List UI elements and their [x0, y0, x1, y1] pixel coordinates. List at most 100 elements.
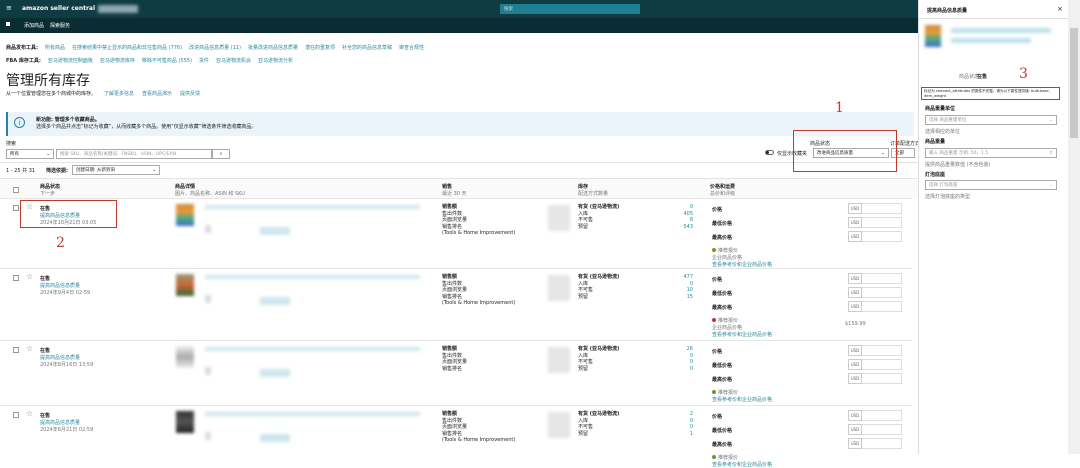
price-input[interactable]: USD: [848, 410, 902, 421]
price-input[interactable]: USD: [848, 217, 902, 228]
search-input[interactable]: 搜索: [500, 4, 640, 14]
price-input[interactable]: USD: [848, 359, 902, 370]
reference-price-link[interactable]: 查看参考价和企业商品价格: [712, 332, 773, 338]
info-banner: i 新功能: 管理多个收藏商品。 选择多个商品并点击“标记为收藏”，从而收藏多个…: [6, 112, 914, 136]
price-input[interactable]: USD: [848, 287, 902, 298]
tool-link[interactable]: 亚马逊物流机会: [215, 58, 251, 64]
tool-link[interactable]: 在搜索结果中禁止显示的商品和非在售商品 (776): [72, 45, 183, 51]
col-price[interactable]: 价格和运费 总价和评级: [710, 183, 735, 197]
row-checkbox[interactable]: [13, 412, 19, 418]
hamburger-icon[interactable]: ≡: [6, 4, 12, 12]
weight-unit-select[interactable]: 选择 商品重量单位 ⌄: [925, 115, 1057, 125]
star-icon[interactable]: ☆: [26, 344, 34, 353]
inventory-value[interactable]: 0: [689, 417, 693, 424]
product-title-link[interactable]: [205, 412, 420, 416]
close-icon[interactable]: ×: [1057, 5, 1063, 13]
tool-link[interactable]: 审查合规性: [398, 45, 424, 51]
price-input[interactable]: USD: [848, 345, 902, 356]
product-image[interactable]: [176, 346, 194, 368]
sort-select[interactable]: 创建日期: 从新到旧 ⌄: [72, 165, 160, 175]
inventory-search-input[interactable]: 搜索 SKU、商品名称/关键词、FNSKU、ASIN、UPC/EAN: [56, 149, 212, 159]
product-title-link[interactable]: [205, 205, 420, 209]
price-input[interactable]: USD: [848, 373, 902, 384]
tool-link[interactable]: 潜在的重复项: [304, 45, 335, 51]
product-image[interactable]: [176, 204, 194, 226]
select-all-checkbox[interactable]: [13, 187, 19, 193]
tool-link[interactable]: 亚马逊物流控制面板: [47, 58, 93, 64]
currency-label: USD: [848, 438, 862, 449]
scrollbar-thumb[interactable]: [1070, 28, 1078, 138]
logo[interactable]: amazon seller central: [22, 5, 96, 12]
price-input[interactable]: USD: [848, 203, 902, 214]
star-icon[interactable]: ☆: [26, 409, 34, 418]
row-checkbox[interactable]: [13, 275, 19, 281]
inventory-value[interactable]: 543: [683, 223, 693, 230]
category: (Tools & Home Improvement): [442, 437, 516, 443]
inventory-value[interactable]: 477: [683, 274, 693, 280]
feedback-link[interactable]: 提供反馈: [180, 91, 201, 97]
search-scope-select[interactable]: 所有 ⌄: [6, 149, 54, 159]
search-button[interactable]: ⌕: [212, 149, 230, 159]
inventory-value[interactable]: 2: [689, 411, 693, 417]
inventory-value[interactable]: 26: [686, 346, 693, 352]
col-inventory[interactable]: 库存 配送方式数量: [578, 183, 608, 197]
sales-block: 销售额 售出件数 页面浏览量 销售排名 (Tools & Home Improv…: [442, 411, 515, 444]
reference-price-link[interactable]: 查看参考价和企业商品价格: [712, 397, 773, 403]
improve-listing-link[interactable]: 提高商品信息质量: [40, 355, 81, 361]
inventory-value[interactable]: 0: [689, 359, 693, 365]
inventory-value[interactable]: 15: [686, 293, 693, 300]
panel-scrollbar[interactable]: [1068, 0, 1080, 454]
inventory-value[interactable]: 0: [689, 352, 693, 359]
star-icon[interactable]: ☆: [26, 202, 34, 211]
tool-link[interactable]: 改进商品信息质量 (11): [189, 45, 241, 51]
favorites-toggle[interactable]: [765, 150, 774, 155]
tool-link[interactable]: 亚马逊物流库存: [99, 58, 135, 64]
reference-price-link[interactable]: 查看参考价和企业商品价格: [712, 262, 773, 268]
inventory-value[interactable]: 0: [689, 365, 693, 372]
improve-listing-link[interactable]: 提高商品信息质量: [40, 420, 81, 426]
nav-add-product[interactable]: 添加商品: [24, 23, 45, 29]
tool-link[interactable]: 移除不可售商品 (555): [141, 58, 192, 64]
status-filter-select[interactable]: 改进商品信息质量 ⌄: [813, 148, 889, 158]
tool-link[interactable]: 货件: [198, 58, 209, 64]
learn-more-link[interactable]: 了解更多信息: [104, 91, 135, 97]
row-checkbox[interactable]: [13, 347, 19, 353]
tool-link[interactable]: 所有商品: [45, 45, 66, 51]
tool-link[interactable]: 批量改进商品信息质量: [247, 45, 298, 51]
col-sales[interactable]: 销售 最近 30 天: [442, 183, 467, 197]
product-image[interactable]: [176, 274, 194, 296]
improve-listing-link[interactable]: 提高商品信息质量: [40, 283, 81, 289]
inventory-value[interactable]: 0: [689, 204, 693, 210]
fulfillment-filter-select[interactable]: 全部: [891, 148, 915, 158]
product-title-link[interactable]: [205, 347, 420, 351]
price-input[interactable]: USD: [848, 231, 902, 242]
row-checkbox[interactable]: [13, 205, 19, 211]
inventory-value[interactable]: 0: [689, 424, 693, 430]
reference-price-link[interactable]: 查看参考价和企业商品价格: [712, 462, 773, 468]
nav-explore-services[interactable]: 探索服务: [50, 23, 71, 29]
tool-link[interactable]: 亚马逊物流分析: [257, 58, 293, 64]
price-input[interactable]: USD: [848, 424, 902, 435]
product-image[interactable]: [176, 411, 194, 433]
improve-listing-link[interactable]: 提高商品信息质量: [40, 213, 81, 219]
inventory-value[interactable]: 1: [689, 430, 693, 437]
table-row: ☆ 在售 提高商品信息质量 2024年6月21日 02:59 销售额 售出件数 …: [0, 405, 912, 468]
price-input[interactable]: USD: [848, 438, 902, 449]
col-details[interactable]: 商品详情 图片、商品名称、ASIN 和 SKU: [175, 183, 245, 197]
demo-link[interactable]: 查看商品演示: [142, 91, 173, 97]
product-title-link[interactable]: [205, 275, 420, 279]
bulb-base-select[interactable]: 选择 灯泡底座 ⌄: [925, 180, 1057, 190]
col-status[interactable]: 商品状态 下一步: [40, 183, 60, 197]
stepper-icon[interactable]: ⇕: [1049, 150, 1053, 156]
weight-input[interactable]: 输入 商品重量 示例: 50、1.5 ⇕: [925, 148, 1057, 158]
inventory-value[interactable]: 405: [683, 210, 693, 217]
star-icon[interactable]: ☆: [26, 272, 34, 281]
search-label: 搜索: [6, 141, 17, 147]
tool-link[interactable]: 补全您的商品信息草稿: [341, 45, 392, 51]
price-input[interactable]: USD: [848, 273, 902, 284]
inventory-value[interactable]: 0: [689, 280, 693, 287]
bookmark-icon[interactable]: [6, 22, 10, 26]
inventory-value[interactable]: 8: [689, 217, 693, 223]
inventory-value[interactable]: 10: [686, 287, 693, 293]
price-input[interactable]: USD: [848, 301, 902, 312]
